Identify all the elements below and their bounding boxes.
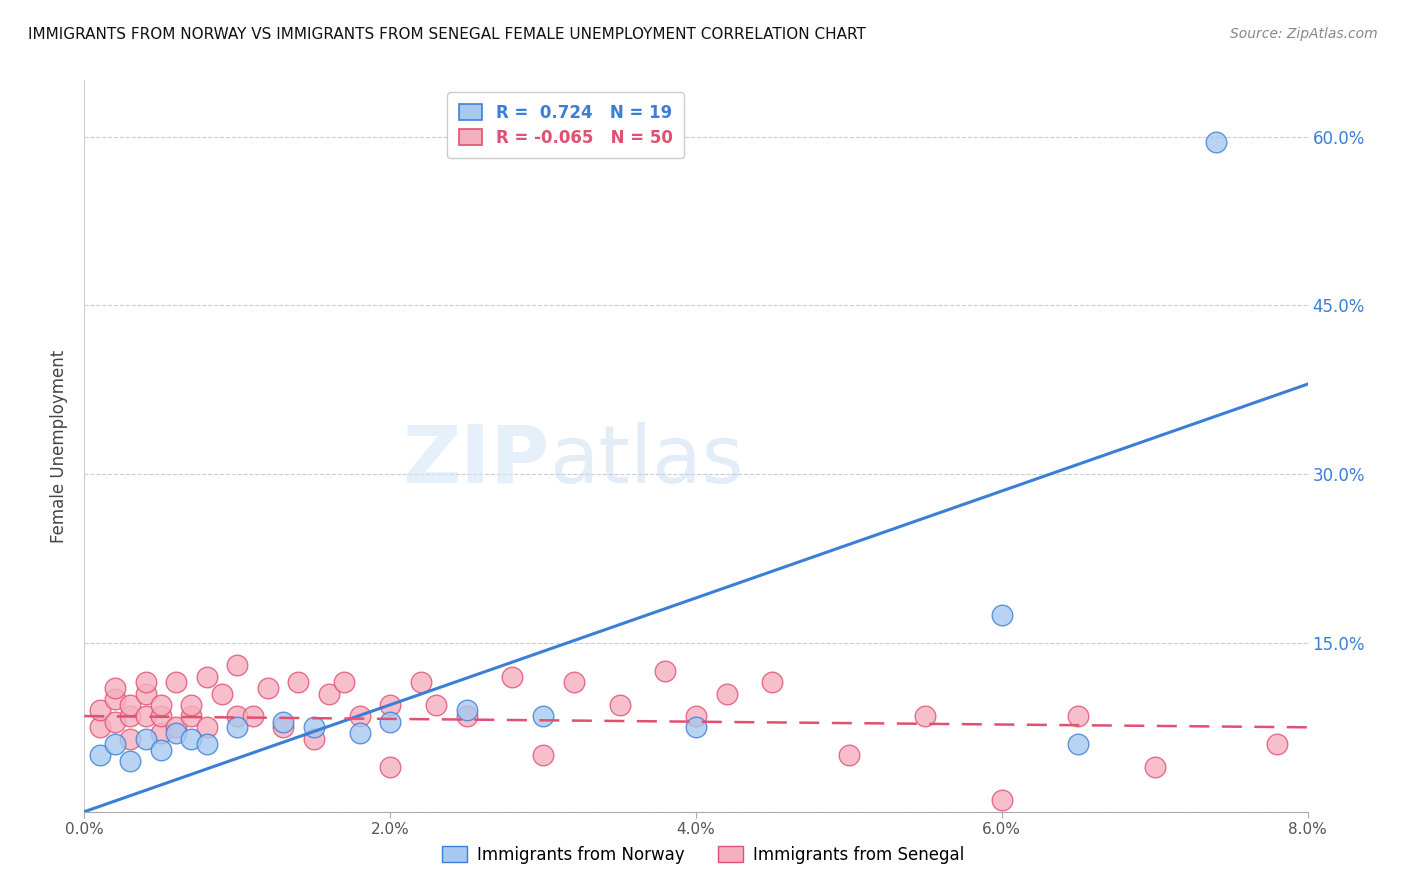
Point <box>409 675 432 690</box>
Point <box>333 675 356 690</box>
Point <box>302 731 325 746</box>
Point <box>242 709 264 723</box>
Point <box>456 709 478 723</box>
Point <box>1265 737 1288 751</box>
Point <box>562 675 585 690</box>
Point <box>89 720 111 734</box>
Point <box>609 698 631 712</box>
Point <box>425 698 447 712</box>
Point <box>761 675 783 690</box>
Point <box>135 709 157 723</box>
Point <box>991 607 1014 622</box>
Point <box>302 720 325 734</box>
Point <box>89 703 111 717</box>
Point <box>104 714 127 729</box>
Point <box>502 670 524 684</box>
Point <box>120 731 142 746</box>
Point <box>685 720 707 734</box>
Point <box>1205 135 1227 149</box>
Text: Source: ZipAtlas.com: Source: ZipAtlas.com <box>1230 27 1378 41</box>
Point <box>149 743 172 757</box>
Point <box>456 703 478 717</box>
Point <box>104 737 127 751</box>
Point <box>1143 760 1166 774</box>
Point <box>349 709 371 723</box>
Point <box>380 698 402 712</box>
Point <box>180 731 202 746</box>
Point <box>1067 737 1090 751</box>
Point <box>89 748 111 763</box>
Point <box>165 675 187 690</box>
Point <box>120 709 142 723</box>
Point <box>226 709 249 723</box>
Point <box>149 698 172 712</box>
Point <box>257 681 280 695</box>
Point <box>226 658 249 673</box>
Text: IMMIGRANTS FROM NORWAY VS IMMIGRANTS FROM SENEGAL FEMALE UNEMPLOYMENT CORRELATIO: IMMIGRANTS FROM NORWAY VS IMMIGRANTS FRO… <box>28 27 866 42</box>
Point <box>685 709 707 723</box>
Point <box>180 709 202 723</box>
Y-axis label: Female Unemployment: Female Unemployment <box>51 350 69 542</box>
Point <box>120 698 142 712</box>
Point <box>104 692 127 706</box>
Legend: Immigrants from Norway, Immigrants from Senegal: Immigrants from Norway, Immigrants from … <box>436 839 970 871</box>
Point <box>149 709 172 723</box>
Point <box>531 748 554 763</box>
Point <box>380 714 402 729</box>
Point <box>991 793 1014 807</box>
Point <box>838 748 860 763</box>
Point <box>271 720 294 734</box>
Text: ZIP: ZIP <box>402 422 550 500</box>
Point <box>226 720 249 734</box>
Point <box>120 754 142 768</box>
Point <box>318 687 340 701</box>
Point <box>180 698 202 712</box>
Point <box>104 681 127 695</box>
Point <box>165 726 187 740</box>
Text: atlas: atlas <box>550 422 744 500</box>
Point <box>135 687 157 701</box>
Legend: R =  0.724   N = 19, R = -0.065   N = 50: R = 0.724 N = 19, R = -0.065 N = 50 <box>447 92 685 158</box>
Point <box>349 726 371 740</box>
Point <box>135 731 157 746</box>
Point <box>380 760 402 774</box>
Point <box>287 675 309 690</box>
Point <box>914 709 936 723</box>
Point <box>654 664 676 678</box>
Point <box>135 675 157 690</box>
Point <box>149 726 172 740</box>
Point <box>195 670 218 684</box>
Point <box>271 714 294 729</box>
Point <box>195 737 218 751</box>
Point <box>211 687 233 701</box>
Point <box>531 709 554 723</box>
Point <box>195 720 218 734</box>
Point <box>165 720 187 734</box>
Point <box>1067 709 1090 723</box>
Point <box>716 687 738 701</box>
